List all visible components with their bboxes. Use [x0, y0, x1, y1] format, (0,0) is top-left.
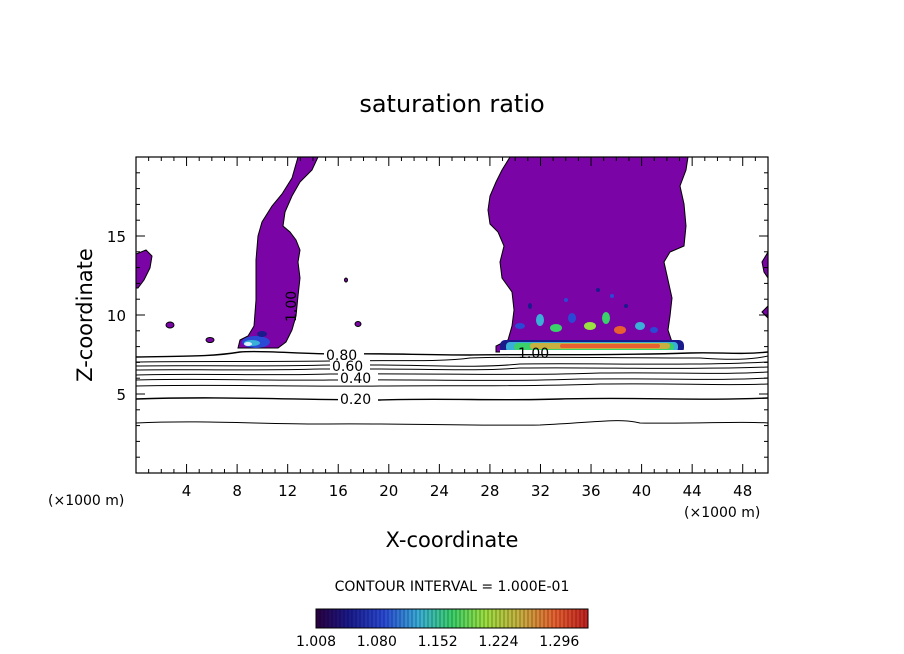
- y-tick-label: 5: [116, 386, 126, 404]
- contour-line: [136, 377, 768, 381]
- x-unit-label-left: (×1000 m): [48, 493, 124, 509]
- supersaturation-region: [237, 157, 319, 349]
- supersaturation-region: [354, 321, 362, 327]
- x-tick-label: 16: [329, 482, 348, 500]
- contour-line: [136, 350, 768, 358]
- y-axis-title: Z-coordinate: [73, 248, 97, 382]
- contour-label: 0.20: [340, 392, 371, 408]
- contour-label: 1.00: [518, 346, 549, 362]
- x-tick-label: 28: [480, 482, 499, 500]
- supersaturation-region: [344, 277, 348, 283]
- colorbar-tick-label: 1.080: [357, 634, 397, 650]
- colorbar-tick-labels: 1.008 1.080 1.152 1.224 1.296: [296, 634, 579, 650]
- x-tick-label: 44: [683, 482, 702, 500]
- contour-line: [136, 383, 768, 387]
- colorbar-tick-label: 1.152: [418, 634, 458, 650]
- x-tick-label: 48: [733, 482, 752, 500]
- y-tick-label: 10: [107, 307, 126, 325]
- supersaturation-region: [761, 251, 768, 279]
- contour-interval-label: CONTOUR INTERVAL = 1.000E-01: [335, 579, 570, 595]
- contour-line: [136, 366, 768, 371]
- y-tick-label: 15: [107, 228, 126, 246]
- x-unit-label-right: (×1000 m): [684, 505, 760, 521]
- colorbar-tick-label: 1.008: [296, 634, 336, 650]
- colorbar-stripes: [319, 609, 585, 628]
- contour-line: [136, 355, 768, 363]
- contour-lines: [136, 350, 768, 426]
- x-tick-labels: 4 8 12 16 20 24 28 32 36 40 44 48: [182, 482, 752, 500]
- plot-area: [136, 157, 768, 473]
- x-tick-label: 32: [531, 482, 550, 500]
- x-tick-label: 12: [278, 482, 297, 500]
- contour-label: 0.60: [332, 359, 363, 375]
- colorbar-tick-label: 1.296: [539, 634, 579, 650]
- chart-title: saturation ratio: [359, 90, 544, 118]
- x-tick-label: 36: [581, 482, 600, 500]
- x-tick-label: 20: [379, 482, 398, 500]
- high-saturation-right: [500, 288, 684, 353]
- contour-line: [136, 371, 768, 376]
- contour-line: [136, 397, 768, 401]
- contour-label: 0.80: [326, 348, 357, 364]
- supersaturation-region: [165, 321, 175, 329]
- colorbar-tick-label: 1.224: [478, 634, 518, 650]
- contour-labels: 0.20 0.40 0.60 0.80 1.00 1.00: [284, 291, 549, 408]
- contour-line: [136, 420, 768, 426]
- contour-line: [136, 361, 768, 367]
- colorbar: [315, 608, 589, 629]
- x-tick-label: 4: [182, 482, 192, 500]
- x-tick-label: 40: [632, 482, 651, 500]
- contour-label: 0.40: [340, 371, 371, 387]
- y-tick-labels: 5 10 15: [107, 228, 126, 404]
- x-axis-title: X-coordinate: [386, 528, 519, 552]
- x-tick-label: 24: [430, 482, 449, 500]
- x-tick-label: 8: [232, 482, 242, 500]
- supersaturation-region: [205, 337, 215, 343]
- axis-ticks: [135, 156, 769, 474]
- high-saturation-left: [242, 331, 270, 348]
- contour-label: 1.00: [284, 291, 300, 322]
